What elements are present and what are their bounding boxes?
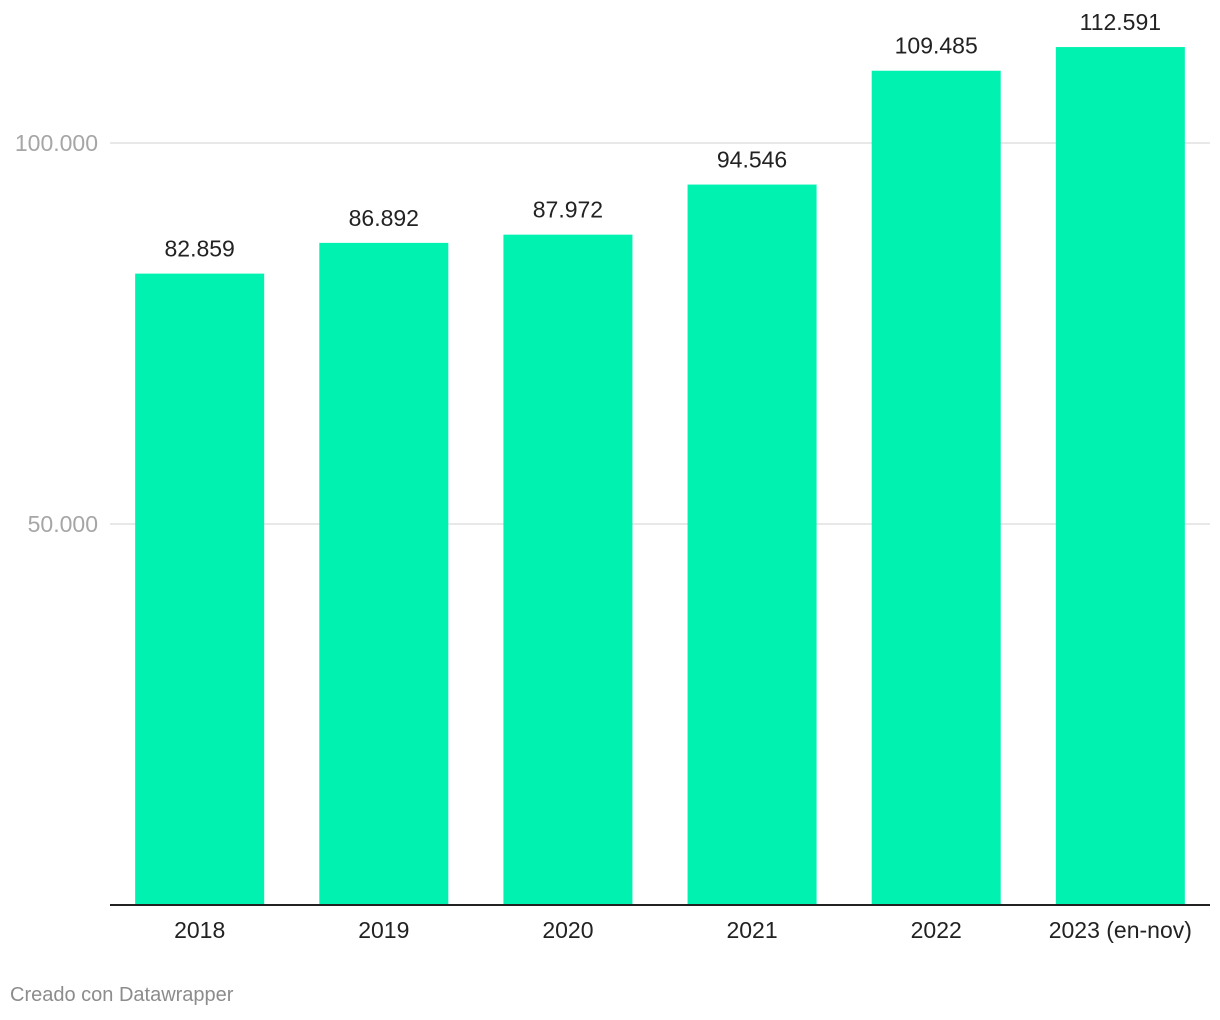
bar-value-label: 87.972 <box>533 197 603 223</box>
footer-credit: Creado con Datawrapper <box>10 984 234 1006</box>
bar <box>687 184 817 906</box>
y-tick-label: 50.000 <box>28 511 98 537</box>
bar-value-label: 112.591 <box>1080 9 1161 35</box>
value-labels: 82.859 86.892 87.972 94.546 109.485 112.591 <box>164 9 1161 262</box>
x-category-label: 2020 <box>542 917 593 943</box>
x-category-label: 2022 <box>911 917 962 943</box>
gridlines: 50.000 100.000 <box>15 130 1210 537</box>
bar <box>135 273 265 906</box>
x-category-label: 2019 <box>358 917 409 943</box>
y-tick-label: 100.000 <box>15 130 98 156</box>
bar <box>503 234 633 905</box>
x-category-label: 2018 <box>174 917 225 943</box>
bar <box>871 70 1001 905</box>
x-category-label: 2023 (en-nov) <box>1049 917 1192 943</box>
bar-chart: 50.000 100.000 82.859 86.892 87.972 94.546 10… <box>15 9 1210 943</box>
bar <box>1055 47 1185 905</box>
category-labels: 2018 2019 2020 2021 2022 2023 (en-nov) <box>174 917 1192 943</box>
bar-value-label: 109.485 <box>895 33 978 59</box>
bar <box>319 242 449 906</box>
bar-value-label: 82.859 <box>164 236 234 262</box>
bars <box>135 47 1185 906</box>
bar-value-label: 86.892 <box>349 205 419 231</box>
bar-value-label: 94.546 <box>717 147 787 173</box>
x-category-label: 2021 <box>726 917 777 943</box>
